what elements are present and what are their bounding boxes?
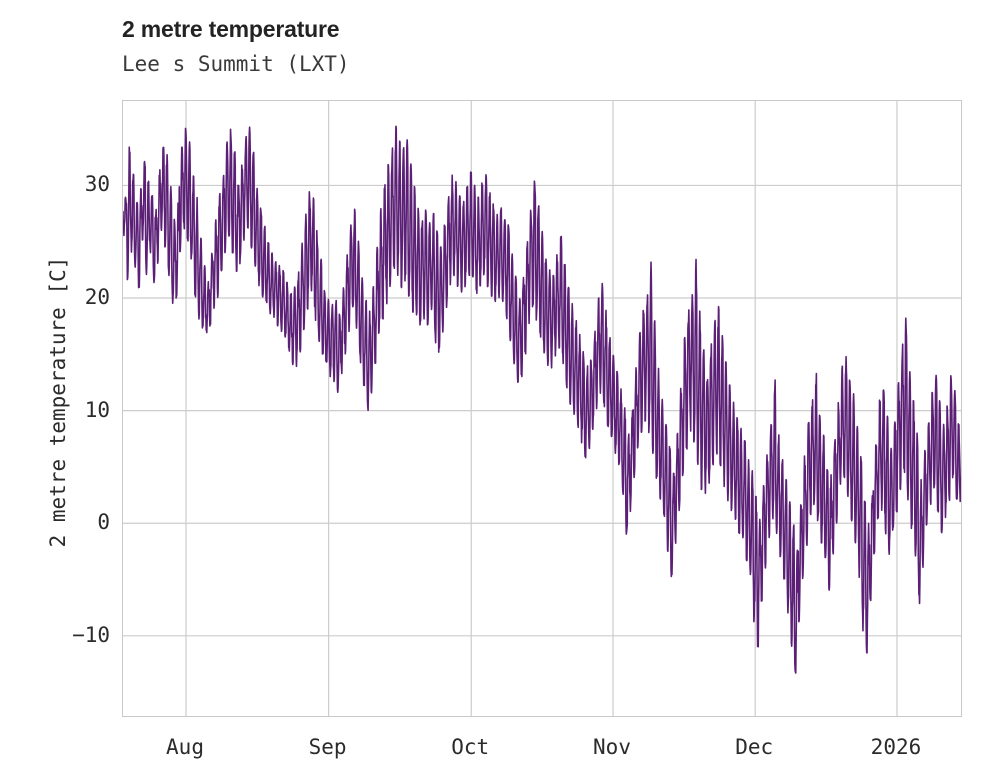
plot-area (122, 100, 962, 717)
x-tick-label: Sep (308, 735, 347, 759)
chart-title: 2 metre temperature (122, 16, 340, 42)
plot-svg (123, 101, 961, 716)
x-tick-label: Oct (451, 735, 490, 759)
x-tick-label: Dec (735, 735, 774, 759)
temperature-series-line (123, 125, 961, 674)
y-tick-label: 20 (84, 285, 110, 310)
y-axis-tick-labels: −10 0 10 20 30 (0, 0, 110, 782)
y-tick-label: 30 (84, 172, 110, 197)
y-tick-label: −10 (72, 622, 110, 647)
chart-subtitle: Lee s Summit (LXT) (122, 52, 350, 76)
y-tick-label: 10 (84, 397, 110, 422)
x-tick-label: Aug (166, 735, 204, 759)
x-tick-label: Nov (593, 735, 631, 759)
x-tick-label: 2026 (870, 735, 922, 759)
y-tick-label: 0 (97, 510, 110, 535)
